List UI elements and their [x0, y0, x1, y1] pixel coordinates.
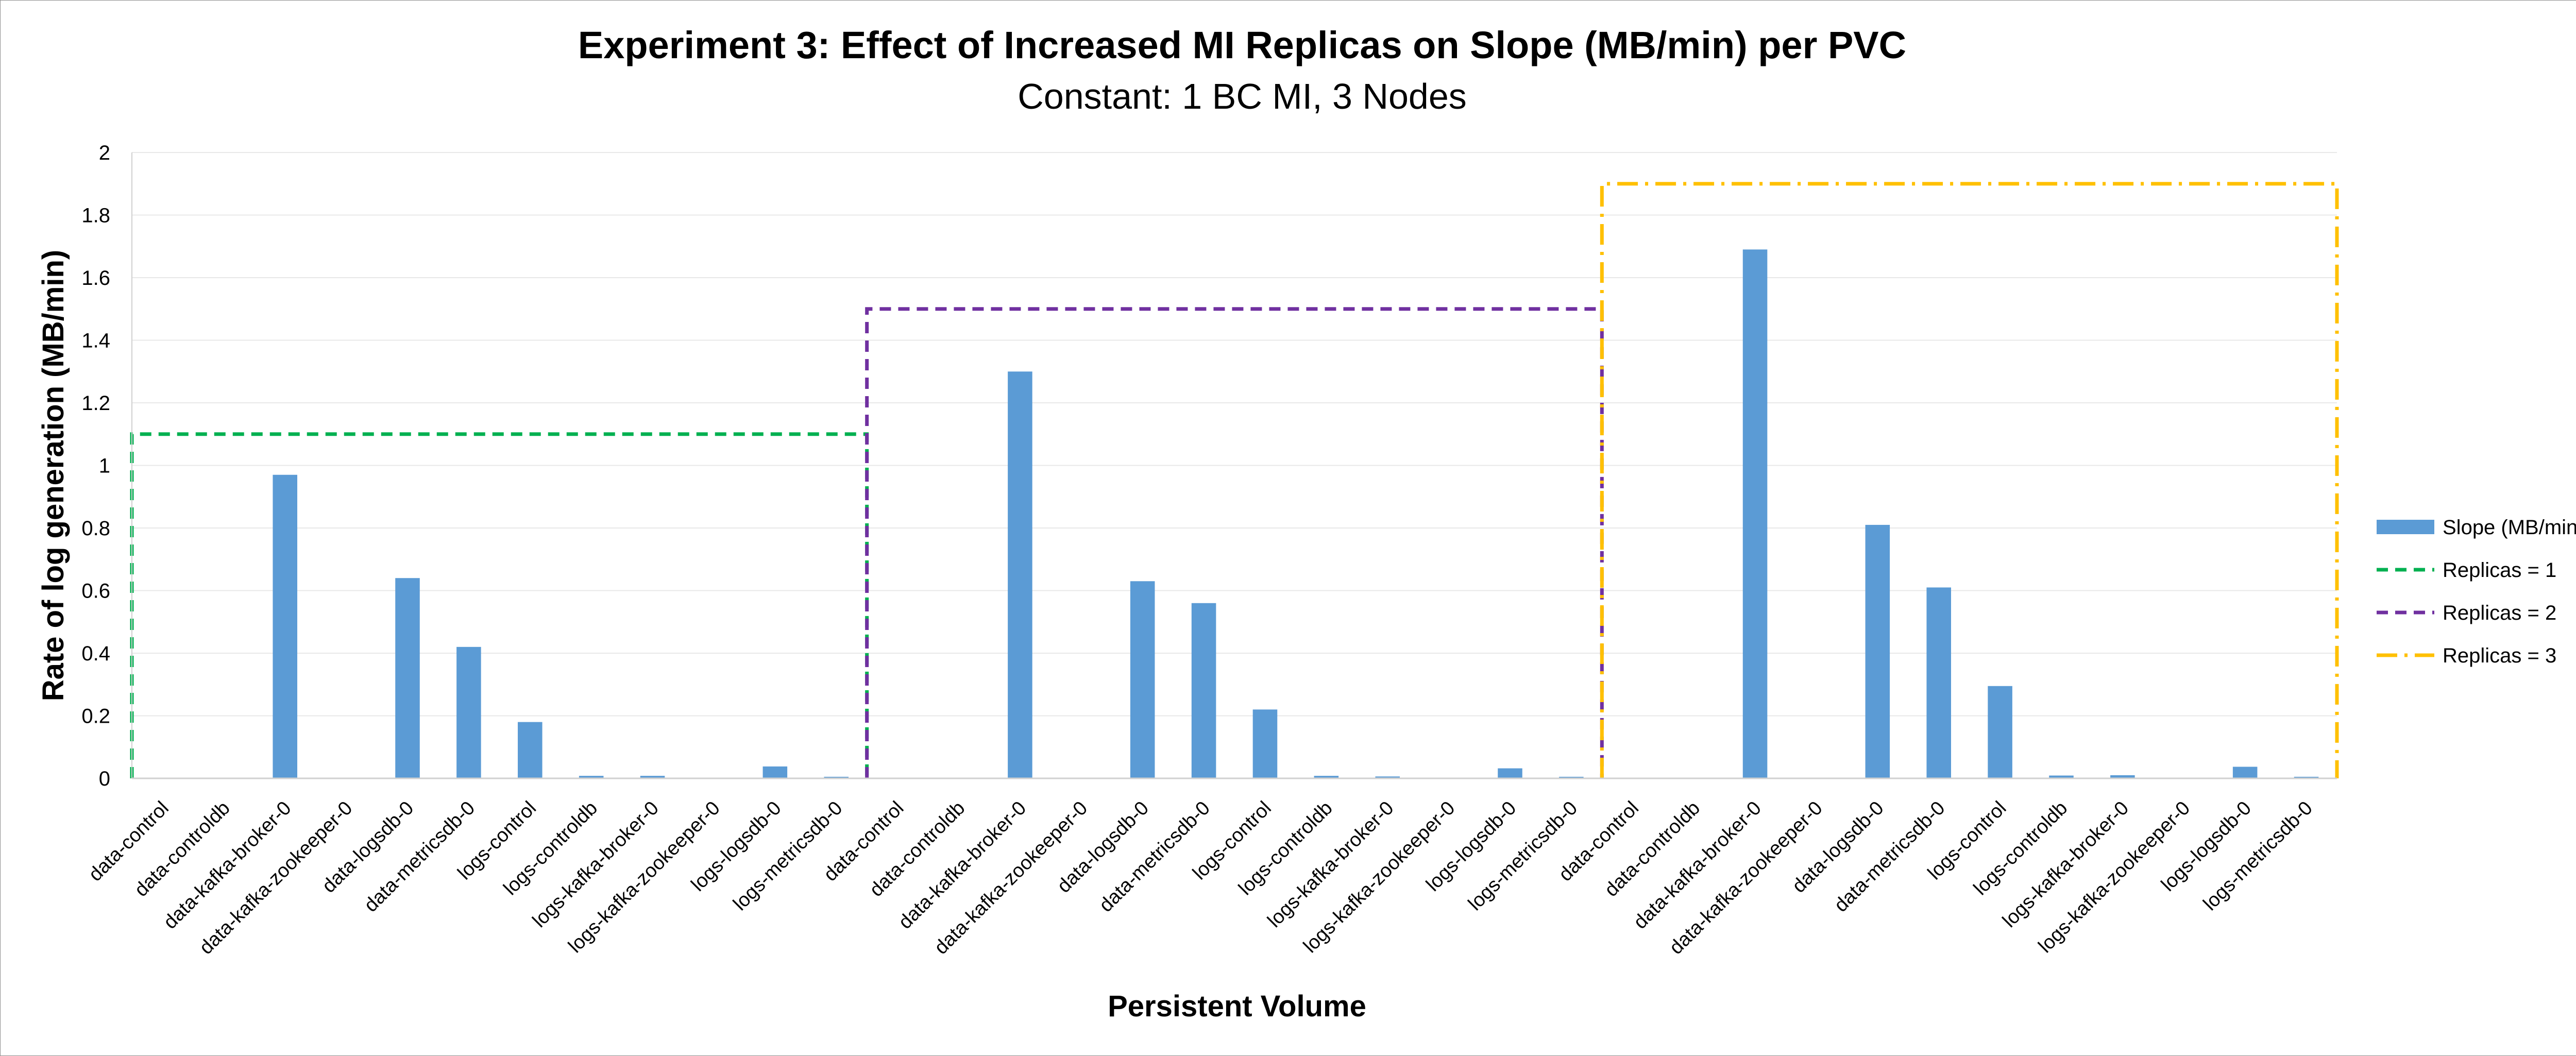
bars: [273, 249, 2319, 779]
category-label: logs-metricsdb-0: [2199, 797, 2317, 915]
bar: [395, 578, 420, 778]
legend-label: Slope (MB/min): [2443, 516, 2576, 539]
legend-entry: Replicas = 2: [2377, 602, 2556, 624]
replica-region-line: [865, 307, 1604, 778]
category-label: logs-metricsdb-0: [729, 797, 846, 915]
bar: [2232, 767, 2258, 778]
y-tick-label: 0.2: [81, 705, 110, 728]
legend-entry: Replicas = 1: [2377, 559, 2556, 582]
bar: [2110, 775, 2135, 778]
y-axis-title: Rate of log generation (MB/min): [37, 250, 70, 701]
replica-region-line: [1600, 182, 2339, 778]
y-tick-label: 0: [99, 768, 110, 790]
x-axis-categories: data-controldata-controldbdata-kafka-bro…: [84, 797, 2317, 959]
category-label: data-metricsdb-0: [360, 797, 479, 916]
category-label: logs-metricsdb-0: [1464, 797, 1582, 915]
bar: [1865, 524, 1890, 778]
bar: [1375, 776, 1400, 778]
y-tick-label: 1.2: [81, 392, 110, 415]
category-label: data-metricsdb-0: [1830, 797, 1949, 916]
y-tick-label: 1: [99, 455, 110, 478]
y-tick-label: 1.6: [81, 267, 110, 289]
legend: Slope (MB/min) Replicas = 1 Replicas = 2 Re…: [2377, 516, 2576, 667]
legend-label: Replicas = 1: [2443, 559, 2556, 582]
legend-label: Replicas = 2: [2443, 602, 2556, 624]
bar: [273, 474, 297, 778]
bar: [1742, 249, 1768, 779]
bar: [1008, 371, 1032, 778]
bar: [1314, 776, 1339, 778]
y-tick-label: 0.6: [81, 580, 110, 603]
bar: [640, 776, 665, 778]
y-tick-label: 2: [99, 142, 110, 164]
bar: [2049, 775, 2074, 778]
bar: [824, 776, 849, 778]
legend-label: Replicas = 3: [2443, 644, 2556, 667]
bar: [1191, 603, 1216, 778]
y-tick-label: 0.8: [81, 517, 110, 540]
bar: [518, 722, 543, 778]
gridlines: [132, 152, 2337, 717]
bar: [1498, 768, 1522, 778]
chart-title: Experiment 3: Effect of Increased MI Rep…: [578, 24, 1906, 66]
replica-region-line: [130, 432, 869, 778]
legend-entry: Replicas = 3: [2377, 644, 2556, 667]
bar: [1130, 581, 1155, 778]
bar: [2294, 776, 2319, 778]
bar: [1252, 709, 1278, 778]
legend-swatch: [2377, 520, 2434, 534]
bar: [762, 766, 788, 778]
category-label: data-metricsdb-0: [1095, 797, 1214, 916]
y-tick-label: 1.4: [81, 330, 110, 352]
bar: [1988, 686, 2012, 778]
x-axis-title: Persistent Volume: [1108, 990, 1366, 1023]
y-tick-label: 1.8: [81, 205, 110, 227]
bar: [456, 646, 481, 778]
bar: [1559, 776, 1584, 778]
y-tick-label: 0.4: [81, 642, 110, 665]
y-axis-ticks: 0 0.2 0.4 0.6 0.8 1 1.2 1.4 1.6 1.8 2: [81, 142, 110, 790]
axes: [131, 152, 2337, 779]
chart-subtitle: Constant: 1 BC MI, 3 Nodes: [1018, 76, 1467, 116]
bar: [579, 776, 604, 778]
legend-entry: Slope (MB/min): [2377, 516, 2576, 539]
bar: [1926, 587, 1951, 778]
